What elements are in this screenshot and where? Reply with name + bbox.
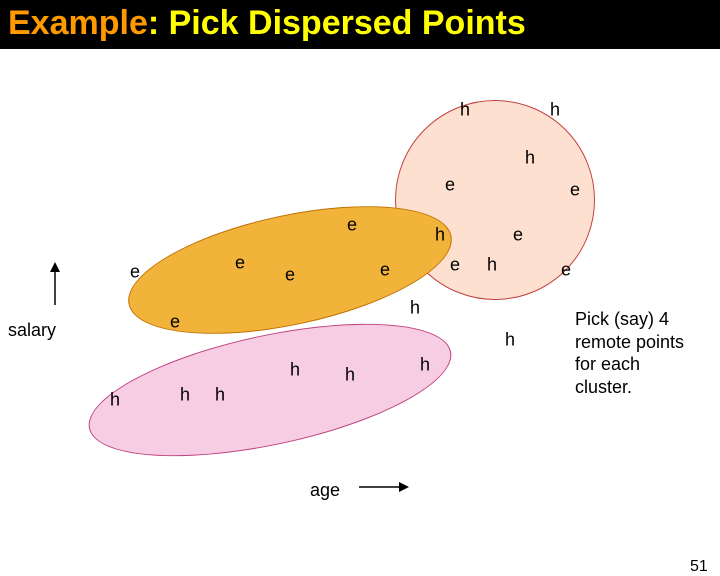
point-h-22: h (180, 385, 190, 406)
point-h-2: h (525, 148, 535, 169)
point-h-19: h (345, 365, 355, 386)
point-h-23: h (215, 385, 225, 406)
point-h-18: h (290, 360, 300, 381)
caption-line: cluster. (575, 376, 684, 399)
point-h-21: h (110, 390, 120, 411)
caption-line: for each (575, 353, 684, 376)
point-h-1: h (550, 100, 560, 121)
point-e-12: e (235, 253, 245, 274)
point-e-3: e (445, 175, 455, 196)
diagram-canvas: hhheeeheeheeeeehehhhhhhh salary age Pick… (0, 50, 720, 540)
axis-label-age: age (310, 480, 340, 501)
point-h-6: h (435, 225, 445, 246)
point-e-10: e (561, 260, 571, 281)
point-h-20: h (420, 355, 430, 376)
point-e-14: e (380, 260, 390, 281)
point-e-13: e (285, 265, 295, 286)
arrow-salary (45, 260, 65, 310)
point-e-4: e (570, 180, 580, 201)
point-e-5: e (347, 215, 357, 236)
title-rest: : Pick Dispersed Points (148, 4, 526, 42)
point-h-15: h (410, 298, 420, 319)
point-h-0: h (460, 100, 470, 121)
slide-number: 51 (690, 558, 708, 576)
caption: Pick (say) 4remote pointsfor eachcluster… (575, 308, 684, 398)
point-h-9: h (487, 255, 497, 276)
caption-line: remote points (575, 331, 684, 354)
point-e-16: e (170, 312, 180, 333)
title-bar: Example: Pick Dispersed Points (0, 0, 720, 49)
axis-label-salary: salary (8, 320, 56, 341)
point-h-17: h (505, 330, 515, 351)
point-e-7: e (513, 225, 523, 246)
caption-line: Pick (say) 4 (575, 308, 684, 331)
point-e-11: e (130, 262, 140, 283)
point-e-8: e (450, 255, 460, 276)
arrow-age (355, 477, 415, 497)
title-example: Example (8, 4, 148, 42)
